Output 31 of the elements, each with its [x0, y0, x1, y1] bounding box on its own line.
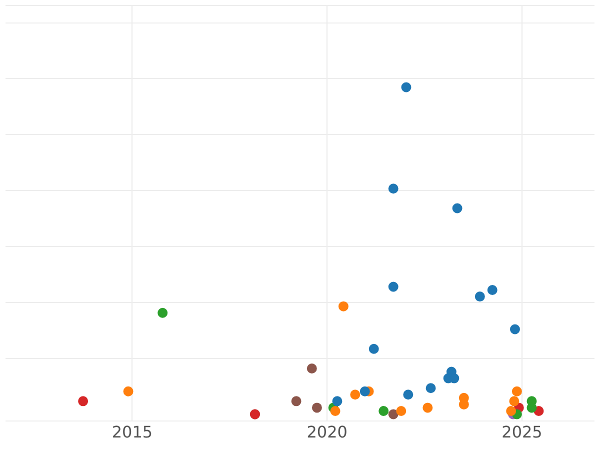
point [306, 363, 317, 374]
point [350, 390, 360, 400]
point [401, 82, 412, 92]
point [368, 344, 379, 354]
point [403, 390, 414, 400]
point [158, 308, 168, 318]
point [378, 406, 389, 416]
point [422, 402, 433, 413]
point [78, 396, 88, 406]
point [388, 282, 398, 292]
point [388, 409, 398, 420]
point [512, 386, 522, 396]
point [291, 396, 302, 406]
point [330, 406, 340, 416]
point [474, 292, 485, 302]
point [426, 383, 436, 394]
point [123, 386, 134, 396]
point [509, 396, 520, 406]
point [338, 301, 348, 312]
point [332, 396, 342, 406]
x-tick-label: 2020 [306, 422, 348, 442]
x-tick-label: 2025 [502, 422, 542, 442]
point [312, 402, 322, 413]
point [506, 406, 516, 416]
point [360, 386, 370, 396]
point [388, 184, 398, 194]
point [487, 284, 498, 295]
point [510, 324, 520, 334]
point [396, 406, 406, 416]
x-tick-label: 2015 [112, 422, 153, 442]
point [452, 203, 462, 214]
